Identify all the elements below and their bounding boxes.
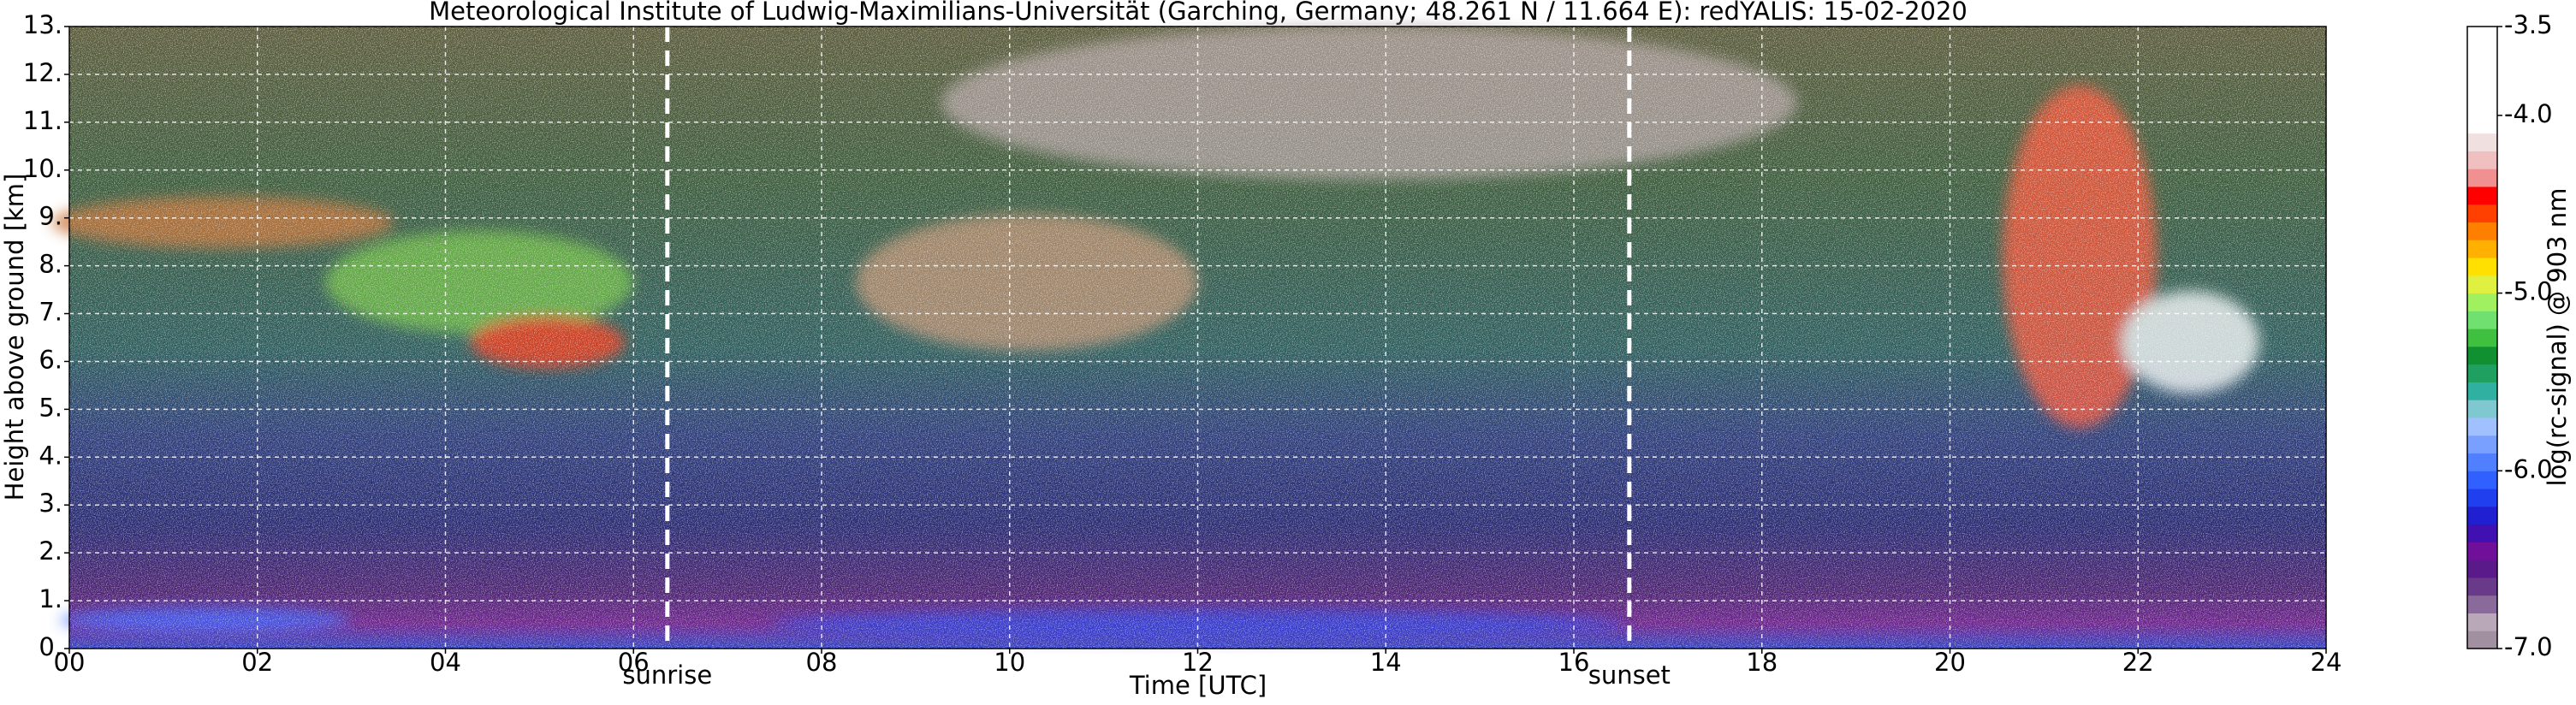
colorbar-segment [2467, 329, 2497, 347]
colorbar-segment [2467, 471, 2497, 489]
colorbar-segment [2467, 275, 2497, 294]
colorbar-segment [2467, 115, 2497, 134]
y-tick-label: 3. [39, 489, 62, 518]
colorbar-segment [2467, 524, 2497, 542]
colorbar-segment [2467, 400, 2497, 418]
colorbar-segment [2467, 98, 2497, 116]
colorbar-segment [2467, 364, 2497, 382]
colorbar-segment [2467, 62, 2497, 80]
colorbar-segment [2467, 382, 2497, 400]
annotation-label: sunrise [622, 661, 712, 690]
colorbar-segment [2467, 293, 2497, 311]
y-tick-label: 8. [39, 250, 62, 279]
plot-frame [68, 26, 2327, 649]
y-axis-label: Height above ground [km] [0, 174, 29, 501]
colorbar-segment [2467, 311, 2497, 329]
colorbar-segment [2467, 542, 2497, 560]
y-tick-label: 11. [23, 106, 62, 135]
x-tick-label: 14 [1370, 648, 1402, 677]
colorbar-segment [2467, 27, 2497, 45]
colorbar-segment [2467, 258, 2497, 276]
x-tick-label: 00 [54, 648, 86, 677]
x-tick-label: 06 [618, 648, 650, 677]
x-tick-label: 24 [2311, 648, 2342, 677]
colorbar-segment [2467, 417, 2497, 436]
x-tick-label: 22 [2122, 648, 2154, 677]
colorbar-tick-label: -7.0 [2504, 632, 2553, 661]
x-tick-label: 12 [1182, 648, 1214, 677]
colorbar-label: log(rc-signal) @ 903 nm [2543, 188, 2572, 487]
colorbar-frame [2466, 26, 2498, 649]
colorbar-segment [2467, 133, 2497, 151]
y-tick-label: 10. [23, 154, 62, 183]
colorbar-segment [2467, 80, 2497, 98]
y-tick-label: 2. [39, 536, 62, 566]
colorbar-tick-label: -5.0 [2504, 277, 2553, 306]
annotation-label: sunset [1588, 661, 1671, 690]
colorbar-segment [2467, 222, 2497, 240]
y-tick-label: 5. [39, 393, 62, 422]
colorbar-segment [2467, 595, 2497, 613]
y-tick-label: 12. [23, 58, 62, 87]
colorbar-segment [2467, 489, 2497, 507]
x-tick-label: 04 [430, 648, 461, 677]
y-tick-label: 9. [39, 202, 62, 231]
y-tick-label: 4. [39, 441, 62, 470]
y-tick-label: 13. [23, 10, 62, 39]
x-tick-label: 10 [994, 648, 1025, 677]
colorbar-segment [2467, 613, 2497, 631]
x-tick-label: 02 [241, 648, 273, 677]
x-tick-label: 20 [1934, 648, 1966, 677]
colorbar-segment [2467, 346, 2497, 365]
x-tick-label: 16 [1558, 648, 1590, 677]
colorbar-segment [2467, 560, 2497, 578]
colorbar-segment [2467, 506, 2497, 525]
colorbar-segment [2467, 204, 2497, 222]
colorbar-tick-label: -3.5 [2504, 10, 2553, 39]
colorbar-segment [2467, 453, 2497, 471]
chart-title: Meteorological Institute of Ludwig-Maxim… [429, 0, 1968, 26]
x-axis-label: Time [UTC] [1129, 671, 1267, 700]
y-tick-label: 0. [39, 632, 62, 661]
colorbar-tick-label: -6.0 [2504, 454, 2553, 483]
colorbar-segment [2467, 577, 2497, 596]
colorbar-segment [2467, 435, 2497, 454]
colorbar-segment [2467, 151, 2497, 169]
y-tick-label: 6. [39, 345, 62, 374]
colorbar-segment [2467, 169, 2497, 187]
colorbar-segment [2467, 631, 2497, 649]
colorbar-segment [2467, 240, 2497, 258]
y-tick-label: 7. [39, 298, 62, 327]
y-tick-label: 1. [39, 584, 62, 613]
colorbar-segment [2467, 186, 2497, 205]
x-tick-label: 18 [1746, 648, 1778, 677]
x-tick-label: 08 [806, 648, 838, 677]
colorbar-tick-label: -4.0 [2504, 99, 2553, 128]
colorbar-segment [2467, 44, 2497, 63]
